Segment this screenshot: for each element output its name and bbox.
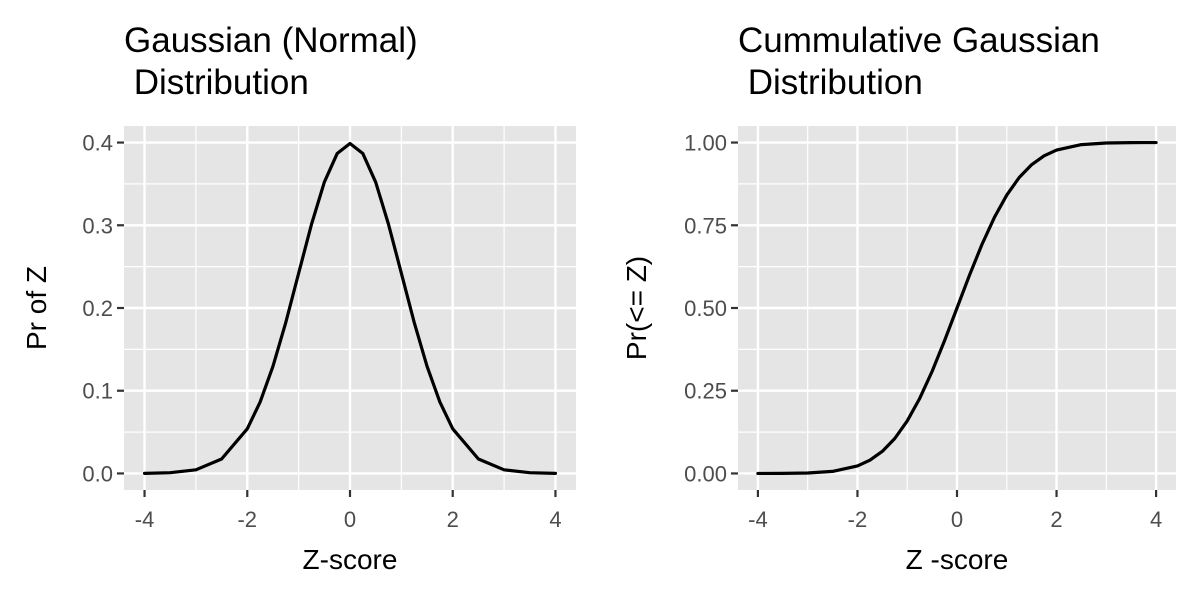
y-tick-label: 0.2 bbox=[82, 296, 113, 321]
x-tick-label: 2 bbox=[1050, 507, 1062, 532]
x-axis-label: Z -score bbox=[906, 544, 1009, 575]
x-tick-label: -2 bbox=[848, 507, 868, 532]
y-tick-label: 0.4 bbox=[82, 131, 113, 156]
chart-title-line2: Distribution bbox=[738, 63, 923, 102]
x-tick-label: 0 bbox=[951, 507, 963, 532]
x-tick-label: -4 bbox=[748, 507, 768, 532]
y-tick-label: 0.25 bbox=[684, 379, 727, 404]
x-tick-label: -4 bbox=[135, 507, 155, 532]
y-tick-label: 1.00 bbox=[684, 131, 727, 156]
chart-title-line1: Cummulative Gaussian bbox=[738, 21, 1100, 60]
series-line bbox=[756, 140, 1158, 476]
y-tick-label: 0.00 bbox=[684, 461, 727, 486]
cumulative-plot: -4 -2 0 2 4 0.00 0.25 0.50 0.75 1.00 Z -score Pr(<=… bbox=[621, 126, 1176, 575]
x-tick-label: 4 bbox=[549, 507, 561, 532]
x-tick-label: 0 bbox=[344, 507, 356, 532]
chart-title-line1: Gaussian (Normal) bbox=[124, 21, 418, 60]
x-tick-label: 2 bbox=[447, 507, 459, 532]
x-tick-label: -2 bbox=[237, 507, 257, 532]
y-axis-label: Pr(<= Z) bbox=[621, 256, 652, 360]
y-tick-label: 0.50 bbox=[684, 296, 727, 321]
y-axis-label: Pr of Z bbox=[21, 266, 52, 350]
y-tick-label: 0.1 bbox=[82, 379, 113, 404]
series-line bbox=[142, 141, 558, 475]
y-tick-label: 0.0 bbox=[82, 461, 113, 486]
panel-cumulative: Cummulative Gaussian Distribution -4 -2 0 2… bbox=[600, 0, 1200, 600]
panel-gaussian: Gaussian (Normal) Distribution -4 -2 0 2 4 0.… bbox=[21, 21, 576, 575]
y-tick-label: 0.75 bbox=[684, 213, 727, 238]
x-axis-label: Z-score bbox=[303, 544, 398, 575]
chart-title-line2: Distribution bbox=[124, 63, 309, 102]
y-tick-label: 0.3 bbox=[82, 213, 113, 238]
x-tick-label: 4 bbox=[1150, 507, 1162, 532]
gaussian-plot: -4 -2 0 2 4 0.0 0.1 0.2 0.3 0.4 Z-score Pr of Z bbox=[21, 126, 576, 575]
